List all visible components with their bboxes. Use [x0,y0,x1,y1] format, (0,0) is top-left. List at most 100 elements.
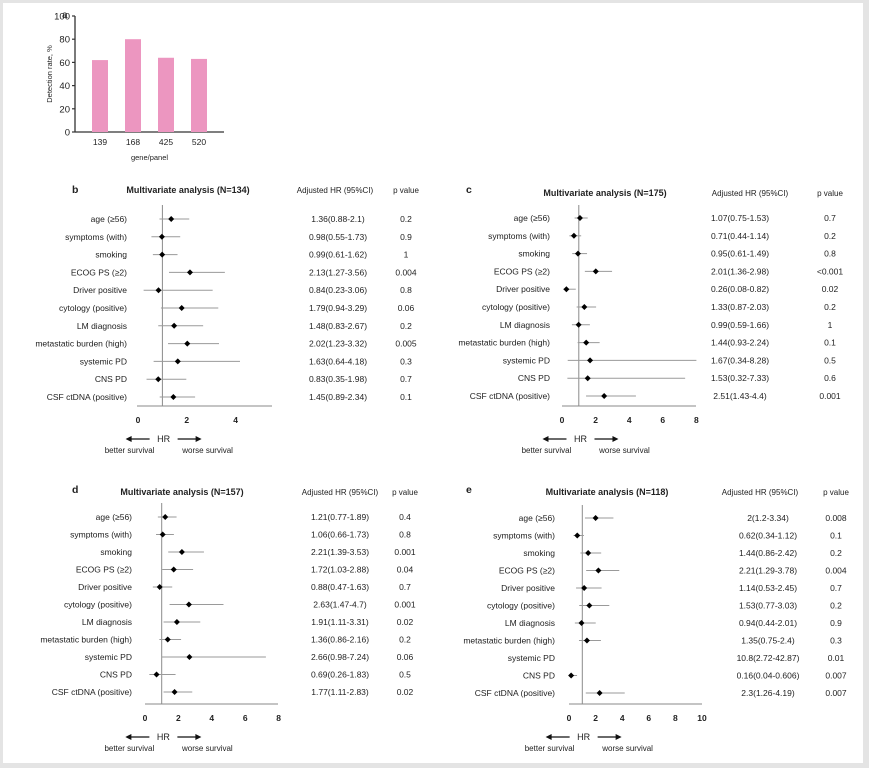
panel-c-p-value: 0.001 [819,391,841,401]
panel-d-p-value: 0.04 [397,565,414,575]
panel-e-hr-point [578,620,585,626]
panel-d-hr-point [185,601,192,608]
panel-d-row-label: ECOG PS (≥2) [76,565,132,575]
y-axis-label: Detection rate, % [45,45,54,103]
panel-c-hr-point [581,304,588,310]
panel-d-hr-value: 1.91(1.11-3.31) [311,617,369,627]
panel-d-x-tick-label: 8 [276,713,281,723]
panel-b-x-axis-label: HR [157,434,170,444]
panel-c-row-label: LM diagnosis [500,320,550,330]
panel-b-hr-point [174,358,181,365]
panel-e-row-label: CSF ctDNA (positive) [475,688,555,698]
panel-d-p-value: 0.4 [399,512,411,522]
y-tick-label: 20 [59,104,70,115]
panel-b-hr-value: 1.45(0.89-2.34) [309,392,367,402]
panel-e-x-axis-label: HR [577,732,590,742]
panel-d-hr-value: 1.21(0.77-1.89) [311,512,369,522]
panel-c-p-value: 0.7 [824,213,836,223]
panel-b-p-value: 1 [404,250,409,260]
panel-b-row-label: CNS PD [95,374,127,384]
panel-c-row-label: age (≥56) [514,213,550,223]
panel-b-p-value: 0.9 [400,232,412,242]
panel-e-hr-value: 2(1.2-3.34) [747,513,789,523]
panel-b-hr-value: 1.36(0.88-2.1) [311,214,365,224]
panel-label-a: a [62,10,68,21]
panel-b-p-value: 0.1 [400,392,412,402]
panel-c-p-value: 1 [828,320,833,330]
panel-d-hr-point [170,566,177,573]
panel-b-row-label: LM diagnosis [77,321,127,331]
panel-d-p-value: 0.5 [399,670,411,680]
panel-d-row-label: LM diagnosis [82,617,132,627]
panel-c-better-survival-label: better survival [522,446,572,455]
panel-b-p-value: 0.004 [395,267,417,277]
panel-c-p-value: 0.02 [822,284,839,294]
panel-c-hr-value: 1.33(0.87-2.03) [711,302,769,312]
panel-c-hr-point [583,339,590,346]
panel-b-label: b [72,184,78,196]
panel-b-header-p: p value [393,186,419,195]
panel-b-hr-point [178,305,185,311]
panel-c-hr-point [563,286,570,293]
y-tick-label: 40 [59,81,70,92]
panel-d-hr-value: 1.72(1.03-2.88) [311,565,369,575]
panel-e-p-value: 0.004 [825,566,847,576]
panel-e-x-tick-label: 0 [567,713,572,723]
panel-e-row-label: age (≥56) [519,513,555,523]
x-tick-label: 168 [126,137,140,147]
panel-e-hr-value: 0.16(0.04-0.606) [737,671,800,681]
panel-e-row-label: symptoms (with) [493,531,555,541]
panel-b-row-label: symptoms (with) [65,232,127,242]
panel-b-p-value: 0.2 [400,321,412,331]
x-tick-label: 425 [159,137,173,147]
panel-b-row-label: systemic PD [80,356,127,366]
panel-e-hr-value: 1.53(0.77-3.03) [739,601,797,611]
panel-d-hr-value: 2.63(1.47-4.7) [313,600,367,610]
panel-c-hr-value: 0.99(0.59-1.66) [711,320,769,330]
panel-d-hr-point [178,549,185,555]
panel-b-row-label: age (≥56) [91,214,127,224]
panel-e-x-tick-label: 6 [646,713,651,723]
panel-d-hr-point [173,619,180,625]
panel-c-p-value: 0.8 [824,249,836,259]
panel-b-hr-point [184,340,191,347]
panel-e-right-arrowhead-icon [615,734,622,740]
panel-e-better-survival-label: better survival [525,744,575,753]
panel-e-hr-value: 0.94(0.44-2.01) [739,618,797,628]
panel-e-hr-value: 1.35(0.75-2.4) [741,636,795,646]
panel-c-row-label: metastatic burden (high) [458,338,550,348]
panel-b-hr-point [159,251,166,258]
panel-d-left-arrowhead-icon [125,734,132,740]
panel-e-header-p: p value [823,488,849,497]
panel-e-x-tick-label: 2 [593,713,598,723]
panel-d-p-value: 0.06 [397,652,414,662]
panel-e-x-tick-label: 10 [697,713,707,723]
panel-d-header-hr: Adjusted HR (95%CI) [302,488,379,497]
panel-c-label: c [466,184,472,196]
panel-b-row-label: ECOG PS (≥2) [71,267,127,277]
panel-c-row-label: CNS PD [518,373,550,383]
panel-b-worse-survival-label: worse survival [181,446,233,455]
panel-d-p-value: 0.8 [399,530,411,540]
panel-e-p-value: 0.3 [830,636,842,646]
panel-c-header-p: p value [817,189,843,198]
panel-e-p-value: 0.007 [825,688,847,698]
panel-d-hr-value: 1.36(0.86-2.16) [311,635,369,645]
panel-e-p-value: 0.9 [830,618,842,628]
panel-d-hr-value: 2.66(0.98-7.24) [311,652,369,662]
panel-c-hr-point [575,321,582,328]
panel-b-hr-value: 0.84(0.23-3.06) [309,285,367,295]
panel-c-title: Multivariate analysis (N=175) [543,188,666,198]
panel-e-hr-value: 1.44(0.86-2.42) [739,548,797,558]
panel-e-p-value: 0.2 [830,601,842,611]
panel-c-hr-value: 2.51(1.43-4.4) [713,391,767,401]
panel-c-row-label: symptoms (with) [488,231,550,241]
panel-d-hr-point [162,514,169,520]
bar-139 [92,60,108,132]
panel-b-p-value: 0.7 [400,374,412,384]
panel-d-row-label: CNS PD [100,670,132,680]
panel-b-hr-value: 2.13(1.27-3.56) [309,267,367,277]
panel-b-header-hr: Adjusted HR (95%CI) [297,186,374,195]
panel-d-hr-value: 0.88(0.47-1.63) [311,582,369,592]
panel-c-row-label: systemic PD [503,355,550,365]
